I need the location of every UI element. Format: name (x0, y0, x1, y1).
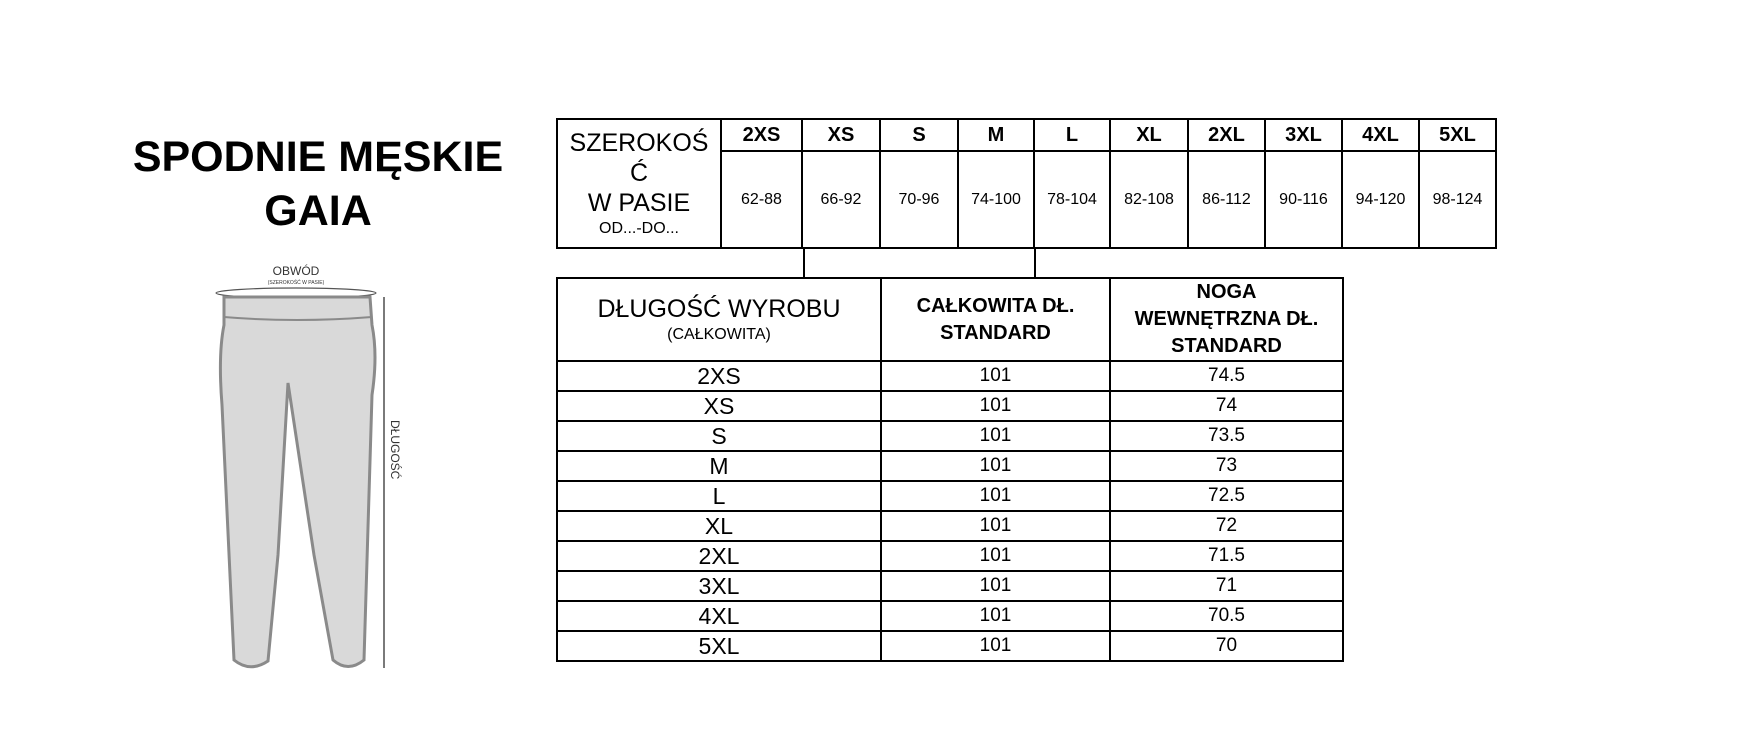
size-header: L (1033, 118, 1111, 152)
inseam-cell: 70 (1109, 630, 1344, 662)
waist-value: 86-112 (1187, 150, 1266, 249)
inseam-cell: 71.5 (1109, 540, 1344, 572)
table-row: 3XL 101 71 (556, 570, 1344, 602)
inseam-cell: 74 (1109, 390, 1344, 422)
inseam-cell: 74.5 (1109, 360, 1344, 392)
size-cell: L (556, 480, 882, 512)
size-header: S (879, 118, 959, 152)
connector-line (1034, 247, 1036, 278)
length-label: DŁUGOŚĆ (388, 420, 403, 480)
total-length-cell: 101 (880, 630, 1111, 662)
product-title: SPODNIE MĘSKIE GAIA (100, 130, 536, 238)
pants-diagram: OBWÓD (SZEROKOŚĆ W PASIE) DŁUGOŚĆ (215, 263, 403, 669)
waist-label: OBWÓD (273, 263, 320, 278)
length-col-sub: (CAŁKOWITA) (667, 325, 771, 343)
total-length-cell: 101 (880, 540, 1111, 572)
table-row: 2XL 101 71.5 (556, 540, 1344, 572)
waist-value: 70-96 (879, 150, 959, 249)
header-line: STANDARD (1171, 335, 1282, 357)
inseam-cell: 70.5 (1109, 600, 1344, 632)
length-col-title: DŁUGOŚĆ WYROBU (597, 294, 841, 323)
size-cell: 2XL (556, 540, 882, 572)
size-header: 2XL (1187, 118, 1266, 152)
waist-label-line: SZEROKOŚ (569, 128, 709, 157)
size-cell: 5XL (556, 630, 882, 662)
table-row: XS 101 74 (556, 390, 1344, 422)
title-line-2: GAIA (264, 187, 372, 235)
inseam-cell: 71 (1109, 570, 1344, 602)
waist-value: 62-88 (720, 150, 803, 249)
size-header: M (957, 118, 1035, 152)
header-line: CAŁKOWITA DŁ. (916, 294, 1075, 317)
waist-size-table: SZEROKOŚ Ć W PASIE OD...-DO... 2XS XS S … (556, 118, 1497, 249)
total-length-cell: 101 (880, 420, 1111, 452)
length-table: DŁUGOŚĆ WYROBU (CAŁKOWITA) CAŁKOWITA DŁ.… (556, 277, 1344, 662)
total-length-cell: 101 (880, 510, 1111, 542)
size-header: 2XS (720, 118, 803, 152)
size-cell: XS (556, 390, 882, 422)
size-cell: M (556, 450, 882, 482)
waist-label-sub: OD...-DO... (599, 219, 679, 237)
inseam-cell: 73.5 (1109, 420, 1344, 452)
header-line: STANDARD (940, 321, 1051, 344)
size-cell: XL (556, 510, 882, 542)
waist-label-cell: SZEROKOŚ Ć W PASIE OD...-DO... (556, 118, 722, 249)
size-cell: S (556, 420, 882, 452)
size-cell: 3XL (556, 570, 882, 602)
pants-shape (218, 295, 377, 669)
inseam-cell: 72 (1109, 510, 1344, 542)
total-length-cell: 101 (880, 570, 1111, 602)
waist-value: 78-104 (1033, 150, 1111, 249)
waist-value: 90-116 (1264, 150, 1343, 249)
waist-value: 74-100 (957, 150, 1035, 249)
waist-label-line: Ć (629, 158, 649, 187)
total-length-header: CAŁKOWITA DŁ. STANDARD (880, 277, 1111, 362)
size-header: 3XL (1264, 118, 1343, 152)
connector-line (803, 247, 805, 278)
size-header: XL (1109, 118, 1189, 152)
table-row: 5XL 101 70 (556, 630, 1344, 662)
size-header: 5XL (1418, 118, 1497, 152)
size-cell: 4XL (556, 600, 882, 632)
table-row: 4XL 101 70.5 (556, 600, 1344, 632)
inseam-cell: 72.5 (1109, 480, 1344, 512)
waist-value: 66-92 (801, 150, 881, 249)
table-row: XL 101 72 (556, 510, 1344, 542)
table-row: 2XS 101 74.5 (556, 360, 1344, 392)
title-line-1: SPODNIE MĘSKIE (132, 133, 504, 181)
header-line: WEWNĘTRZNA DŁ. (1134, 308, 1319, 330)
waist-label-line: W PASIE (587, 188, 691, 217)
inseam-header: NOGA WEWNĘTRZNA DŁ. STANDARD (1109, 277, 1344, 362)
total-length-cell: 101 (880, 390, 1111, 422)
total-length-cell: 101 (880, 600, 1111, 632)
waist-value: 98-124 (1418, 150, 1497, 249)
table-row: L 101 72.5 (556, 480, 1344, 512)
total-length-cell: 101 (880, 480, 1111, 512)
size-cell: 2XS (556, 360, 882, 392)
size-header: 4XL (1341, 118, 1420, 152)
total-length-cell: 101 (880, 360, 1111, 392)
total-length-cell: 101 (880, 450, 1111, 482)
waist-sublabel: (SZEROKOŚĆ W PASIE) (268, 278, 325, 286)
waist-value: 94-120 (1341, 150, 1420, 249)
waistband-line (223, 316, 373, 321)
header-line: NOGA (1196, 281, 1257, 303)
waist-value: 82-108 (1109, 150, 1189, 249)
table-row: M 101 73 (556, 450, 1344, 482)
length-col-header: DŁUGOŚĆ WYROBU (CAŁKOWITA) (556, 277, 882, 362)
size-header: XS (801, 118, 881, 152)
inseam-cell: 73 (1109, 450, 1344, 482)
table-row: S 101 73.5 (556, 420, 1344, 452)
